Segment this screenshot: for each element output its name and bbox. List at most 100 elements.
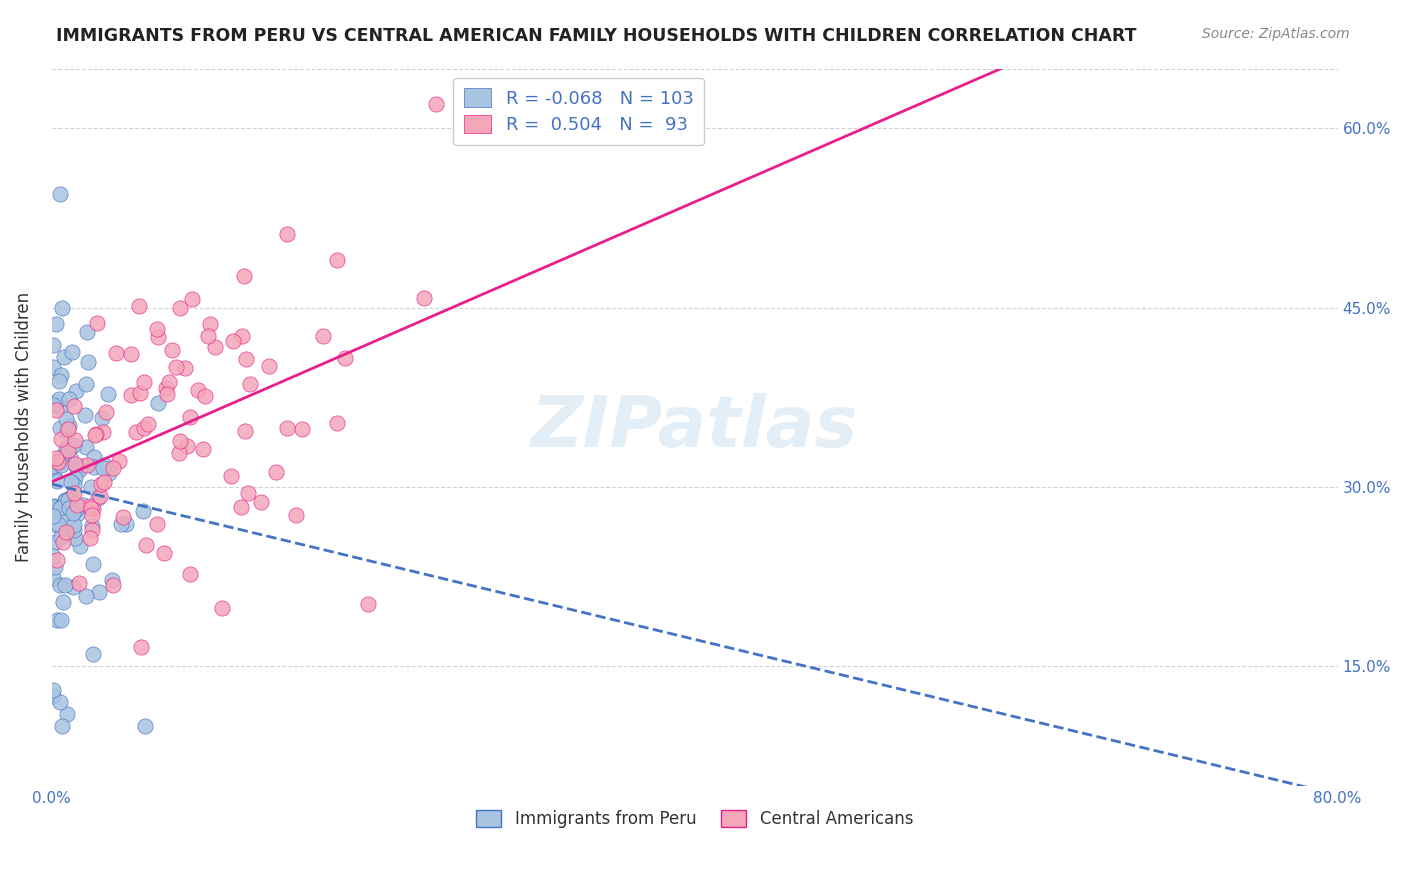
Point [59,491,82,506]
Point [76,590,98,604]
Point [46,500,69,515]
Point [114,517,136,532]
Point [155,381,177,395]
Point [132,421,155,435]
Point [42,689,65,703]
Point [146,330,169,344]
Point [49,432,72,446]
Point [42,508,65,523]
Point [63,523,86,537]
Point [82,502,104,516]
Point [91,460,114,475]
Point [136,417,159,431]
Y-axis label: Family Households with Children: Family Households with Children [15,292,32,562]
Point [62,518,84,533]
Point [194,389,217,403]
Point [105,346,128,360]
Point [76,325,98,339]
Point [65,501,87,516]
Point [231,329,253,343]
Point [326,252,349,267]
Point [425,97,447,112]
Point [145,516,167,531]
Point [312,329,335,343]
Point [45,518,67,533]
Point [112,509,135,524]
Point [276,421,298,435]
Point [66,498,89,512]
Point [259,359,281,373]
Point [49,400,72,414]
Point [49,368,72,382]
Point [250,495,273,509]
Point [120,388,142,402]
Point [169,434,191,448]
Point [58,492,80,507]
Point [266,465,288,479]
Point [51,454,73,468]
Point [42,571,65,585]
Point [46,614,69,628]
Point [239,376,262,391]
Point [219,469,242,483]
Point [87,584,110,599]
Point [58,392,80,406]
Point [49,500,72,515]
Point [44,534,66,549]
Point [45,454,67,468]
Point [80,480,103,494]
Point [69,540,91,554]
Point [291,422,314,436]
Point [63,433,86,447]
Point [174,361,197,376]
Point [80,500,103,515]
Point [49,420,72,434]
Text: IMMIGRANTS FROM PERU VS CENTRAL AMERICAN FAMILY HOUSEHOLDS WITH CHILDREN CORRELA: IMMIGRANTS FROM PERU VS CENTRAL AMERICAN… [56,27,1136,45]
Point [156,386,179,401]
Point [49,577,72,591]
Point [80,523,103,537]
Point [45,317,67,331]
Point [69,576,91,591]
Point [52,351,75,365]
Point [357,597,380,611]
Point [76,458,98,472]
Point [49,450,72,465]
Point [42,549,65,564]
Point [93,458,115,472]
Point [42,683,65,698]
Point [79,531,101,545]
Point [145,322,167,336]
Point [58,501,80,516]
Point [176,440,198,454]
Point [134,719,156,733]
Point [326,416,349,430]
Point [179,567,201,582]
Point [52,534,75,549]
Point [49,458,72,472]
Point [51,301,73,316]
Point [276,227,298,242]
Point [222,334,245,349]
Point [93,475,115,489]
Point [45,394,67,409]
Point [49,187,72,202]
Point [60,345,83,359]
Point [125,425,148,439]
Point [58,419,80,434]
Point [211,601,233,615]
Point [45,553,67,567]
Point [146,396,169,410]
Point [83,460,105,475]
Point [204,340,226,354]
Point [135,538,157,552]
Point [76,355,98,369]
Point [75,377,97,392]
Point [51,508,73,523]
Point [42,458,65,473]
Point [75,440,97,454]
Point [51,719,73,733]
Point [55,442,77,456]
Point [128,299,150,313]
Point [58,420,80,434]
